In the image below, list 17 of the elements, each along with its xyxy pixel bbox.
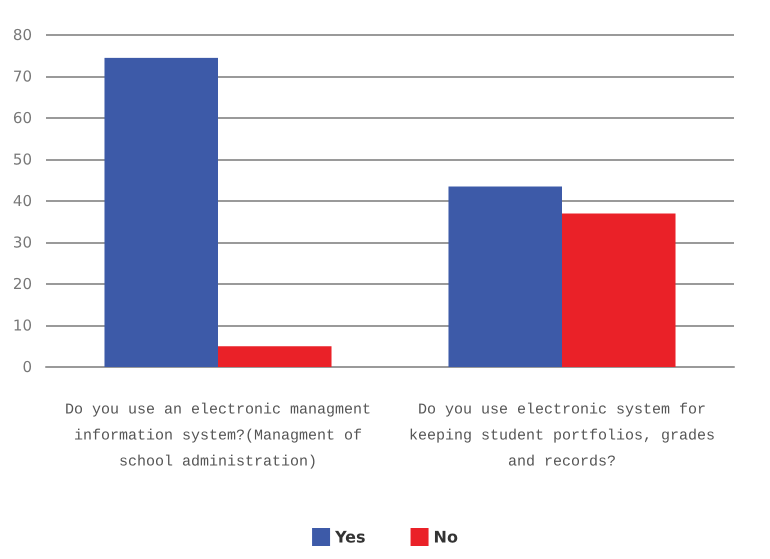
legend-label: No (434, 528, 458, 546)
y-tick-label: 30 (12, 234, 32, 252)
y-tick-label: 60 (12, 109, 32, 127)
x-tick-label: Do you use electronic system for keeping student portfolios, grades and records? (408, 402, 716, 470)
bar (562, 213, 676, 367)
y-tick-label: 20 (12, 275, 32, 293)
bar (448, 186, 562, 367)
y-tick-label: 70 (12, 68, 32, 86)
y-tick-label: 10 (12, 316, 32, 334)
legend-label: Yes (334, 528, 366, 546)
y-tick-label: 50 (12, 150, 32, 168)
x-tick-label: Do you use an electronic managment information system?(Managment of school administration) (64, 402, 372, 470)
bar (218, 346, 332, 367)
bar (104, 58, 218, 367)
y-tick-label: 0 (22, 358, 32, 376)
y-tick-label: 40 (12, 192, 32, 210)
y-tick-label: 80 (12, 26, 32, 44)
